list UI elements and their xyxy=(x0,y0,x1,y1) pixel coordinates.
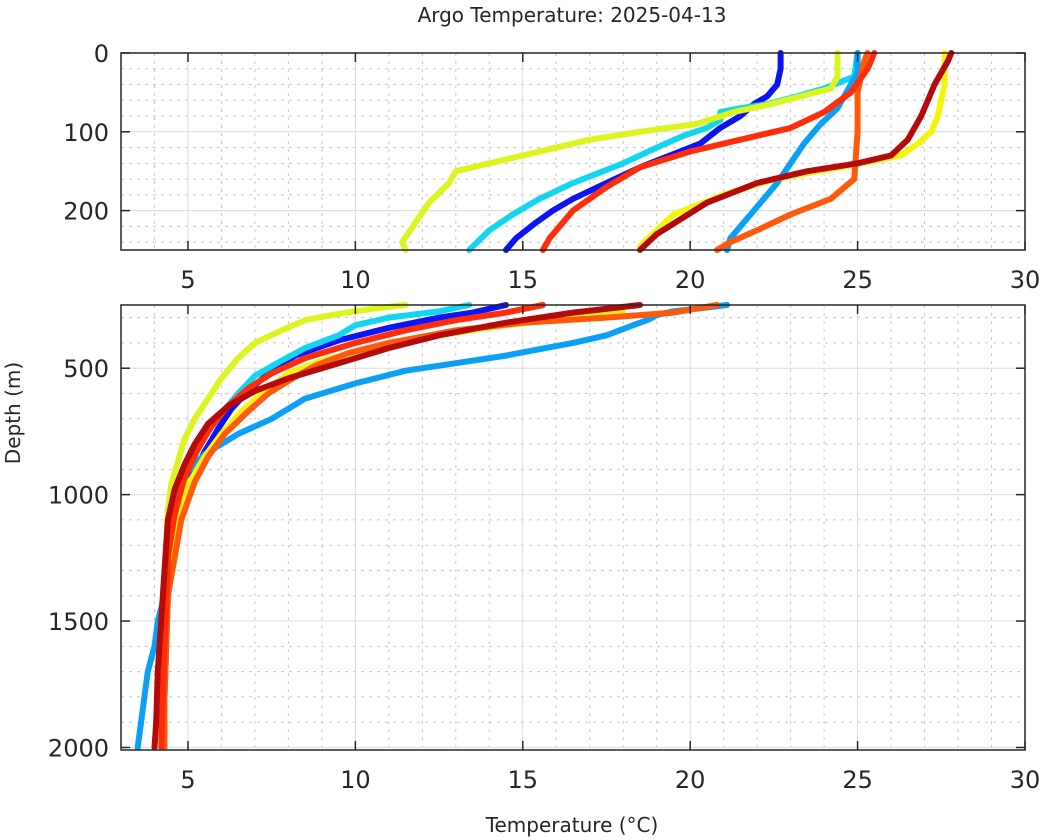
series-group xyxy=(399,50,955,253)
axes-box xyxy=(120,52,1026,251)
series-line-profile-lightblue xyxy=(134,302,730,751)
series-line-profile-orange xyxy=(161,302,720,751)
series-line-profile-blue xyxy=(161,302,509,751)
y-tick-label: 0 xyxy=(94,40,109,68)
y-axis-label: Depth (m) xyxy=(1,362,25,464)
panel-upper: 5 10 15 20 25 30 0 100 200 xyxy=(63,40,1040,294)
major-grid xyxy=(121,52,1026,250)
axes-box xyxy=(120,304,1026,751)
series-line-profile-redorange xyxy=(158,302,546,751)
series-line-profile-darkred xyxy=(637,50,955,253)
series-line-profile-lightblue xyxy=(724,50,861,253)
y-tick-label: 100 xyxy=(63,119,109,147)
x-tick-label: 10 xyxy=(340,266,371,294)
y-tick-label: 1000 xyxy=(48,482,109,510)
series-line-profile-yellow xyxy=(161,309,627,751)
panel-lower: 5 10 15 20 25 30 500 1000 1500 2000 xyxy=(48,302,1041,794)
x-tick-label: 15 xyxy=(508,266,539,294)
series-line-profile-redorange xyxy=(539,50,878,253)
series-line-profile-blue xyxy=(503,50,784,253)
x-tick-label: 20 xyxy=(675,766,706,794)
minor-grid xyxy=(120,53,1025,250)
series-group xyxy=(134,302,730,751)
y-tick-label: 500 xyxy=(63,355,109,383)
x-tick-label: 25 xyxy=(842,266,873,294)
minor-grid xyxy=(120,305,1025,750)
x-tick-label: 30 xyxy=(1010,266,1041,294)
major-grid xyxy=(121,305,1026,750)
x-tick-label: 25 xyxy=(842,766,873,794)
series-line-profile-yellowgreen xyxy=(399,50,841,253)
x-tick-label: 20 xyxy=(675,266,706,294)
x-tick-label: 5 xyxy=(180,766,195,794)
y-tick-label: 1500 xyxy=(48,608,109,636)
series-line-profile-yellowgreen xyxy=(161,302,409,751)
x-tick-label: 30 xyxy=(1010,766,1041,794)
x-tick-label: 15 xyxy=(508,766,539,794)
x-axis-label: Temperature (°C) xyxy=(485,813,659,837)
y-tick-label: 2000 xyxy=(48,734,109,762)
x-tick-label: 5 xyxy=(180,266,195,294)
chart-title: Argo Temperature: 2025-04-13 xyxy=(418,3,727,27)
series-line-profile-darkred xyxy=(151,302,643,751)
x-tick-label: 10 xyxy=(340,766,371,794)
y-tick-label: 200 xyxy=(63,198,109,226)
